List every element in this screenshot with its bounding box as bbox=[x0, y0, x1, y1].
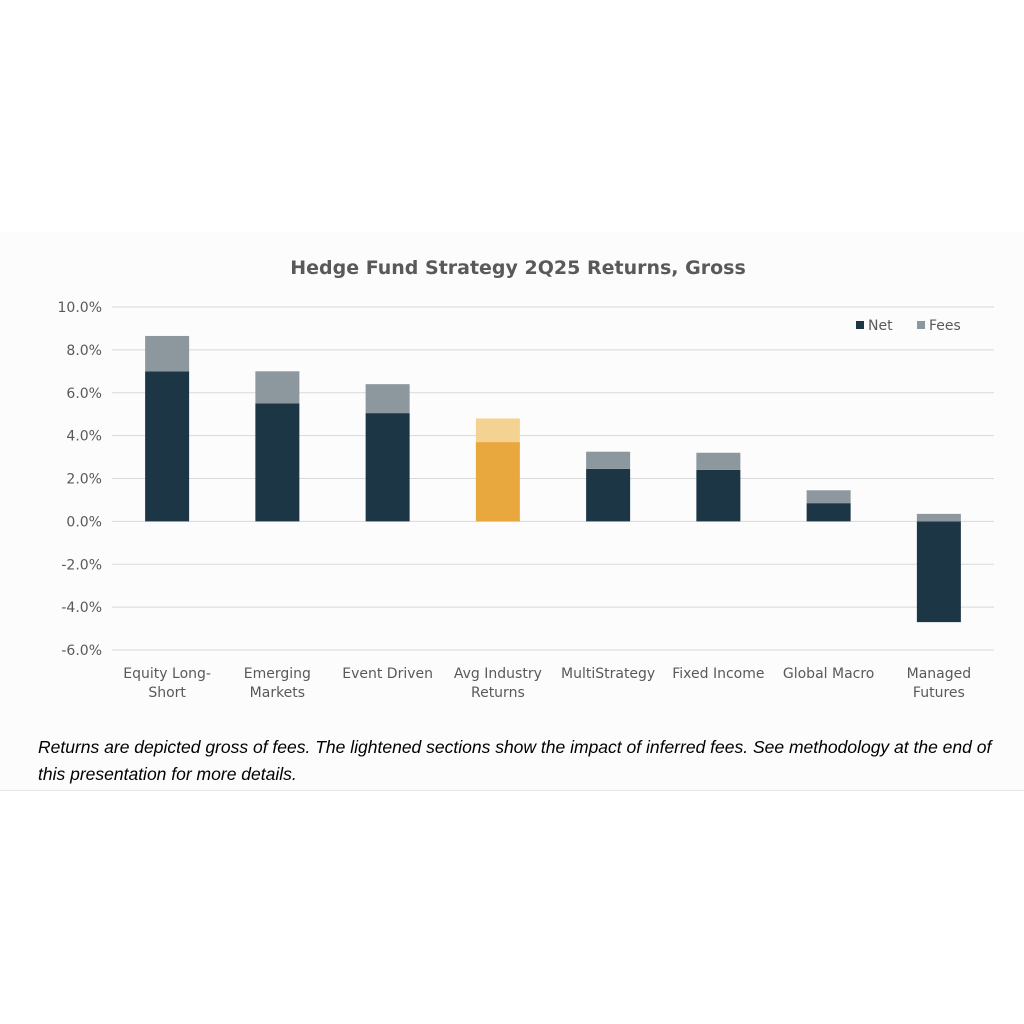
bar-net bbox=[145, 371, 190, 522]
bar-net bbox=[475, 442, 520, 522]
y-tick-label: -6.0% bbox=[61, 643, 102, 659]
bar-fees bbox=[586, 451, 631, 469]
legend-swatch bbox=[917, 321, 925, 329]
chart-title: Hedge Fund Strategy 2Q25 Returns, Gross bbox=[290, 257, 746, 279]
x-category-label: Fixed Income bbox=[672, 666, 764, 682]
y-tick-label: -4.0% bbox=[61, 600, 102, 616]
x-category-label: Equity Long-Short bbox=[123, 666, 211, 701]
y-tick-label: 4.0% bbox=[66, 429, 102, 445]
y-tick-label: 8.0% bbox=[66, 343, 102, 359]
x-category-label: Managed Futures bbox=[907, 666, 972, 701]
x-category-label: MultiStrategy bbox=[561, 666, 655, 682]
chart-caption: Returns are depicted gross of fees. The … bbox=[38, 737, 992, 784]
y-tick-label: -2.0% bbox=[61, 557, 102, 573]
legend-label: Net bbox=[868, 318, 893, 334]
bars bbox=[145, 335, 961, 623]
x-category-label: Global Macro bbox=[783, 666, 874, 682]
x-category-label: Event Driven bbox=[342, 666, 433, 682]
bar-fees bbox=[916, 513, 961, 522]
y-tick-label: 10.0% bbox=[58, 300, 102, 316]
bar-net bbox=[696, 469, 741, 522]
bar-fees bbox=[365, 384, 410, 414]
bar-net bbox=[586, 468, 631, 522]
bar-fees bbox=[475, 418, 520, 443]
bar-net bbox=[365, 413, 410, 522]
y-tick-label: 6.0% bbox=[66, 386, 102, 402]
legend: Net Fees bbox=[856, 318, 961, 334]
bar-fees bbox=[255, 371, 300, 404]
bar-fees bbox=[145, 335, 190, 372]
x-category-label: Avg Industry Returns bbox=[454, 666, 542, 701]
gridlines bbox=[112, 306, 994, 651]
x-category-label: Emerging Markets bbox=[244, 666, 311, 701]
chart-panel: Hedge Fund Strategy 2Q25 Returns, Gross … bbox=[0, 232, 1024, 791]
bar-fees bbox=[696, 452, 741, 470]
bar-chart: Hedge Fund Strategy 2Q25 Returns, Gross … bbox=[58, 257, 994, 701]
bar-net bbox=[916, 521, 961, 623]
x-axis-labels: Equity Long-Short Emerging Markets Event Dr… bbox=[123, 666, 971, 701]
y-tick-label: 2.0% bbox=[66, 472, 102, 488]
y-tick-label: 0.0% bbox=[66, 514, 102, 530]
bar-net bbox=[255, 403, 300, 522]
bar-net bbox=[806, 503, 851, 522]
y-axis-ticks: 10.0% 8.0% 6.0% 4.0% 2.0% 0.0% -2.0% -4.0% -6.0% bbox=[58, 300, 102, 659]
legend-label: Fees bbox=[929, 318, 961, 334]
bar-fees bbox=[806, 490, 851, 504]
legend-swatch bbox=[856, 321, 864, 329]
